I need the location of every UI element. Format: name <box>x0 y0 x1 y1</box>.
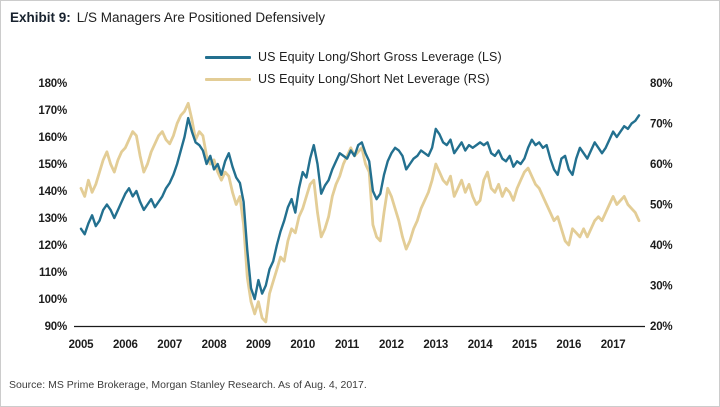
figure-title-row: Exhibit 9: L/S Managers Are Positioned De… <box>10 10 325 25</box>
legend-label-net: US Equity Long/Short Net Leverage (RS) <box>258 72 490 86</box>
x-axis-year-tick: 2016 <box>556 339 581 351</box>
y-axis-right-tick: 20% <box>650 321 672 333</box>
y-axis-right-tick: 40% <box>650 240 672 252</box>
y-axis-left-tick: 120% <box>38 240 67 252</box>
y-axis-left-tick: 90% <box>45 321 67 333</box>
y-axis-right-tick: 50% <box>650 200 672 212</box>
x-axis-year-tick: 2012 <box>379 339 404 351</box>
y-axis-right-tick: 80% <box>650 78 672 90</box>
y-axis-left-tick: 150% <box>38 159 67 171</box>
y-axis-left-tick: 160% <box>38 132 67 144</box>
exhibit-label: Exhibit 9: <box>10 10 71 25</box>
legend-label-gross: US Equity Long/Short Gross Leverage (LS) <box>258 50 502 64</box>
legend-item-net: US Equity Long/Short Net Leverage (RS) <box>205 68 502 90</box>
x-axis-year-tick: 2007 <box>157 339 182 351</box>
y-axis-left-tick: 170% <box>38 105 67 117</box>
y-axis-left-tick: 140% <box>38 186 67 198</box>
net-leverage-line-swatch <box>205 77 251 81</box>
page-title: L/S Managers Are Positioned Defensively <box>76 10 326 25</box>
x-axis-year-tick: 2005 <box>69 339 95 351</box>
y-axis-right-tick: 30% <box>650 281 672 293</box>
x-axis-year-tick: 2015 <box>512 339 538 351</box>
gross-leverage-line <box>79 114 641 301</box>
net-leverage-line <box>79 101 641 324</box>
x-axis-year-tick: 2010 <box>290 339 315 351</box>
source-note: Source: MS Prime Brokerage, Morgan Stanl… <box>9 379 367 391</box>
x-axis-year-tick: 2006 <box>113 339 138 351</box>
chart-legend: US Equity Long/Short Gross Leverage (LS)… <box>205 46 502 90</box>
x-axis-year-tick: 2008 <box>202 339 228 351</box>
gross-leverage-line-swatch <box>205 55 251 59</box>
y-axis-right-tick: 70% <box>650 119 672 131</box>
x-axis-year-tick: 2013 <box>423 339 448 351</box>
y-axis-left-tick: 130% <box>38 213 67 225</box>
y-axis-right-tick: 60% <box>650 159 672 171</box>
x-axis-year-tick: 2017 <box>601 339 626 351</box>
x-axis-year-tick: 2009 <box>246 339 271 351</box>
y-axis-left-tick: 100% <box>38 294 67 306</box>
x-axis-year-tick: 2011 <box>335 339 360 351</box>
legend-item-gross: US Equity Long/Short Gross Leverage (LS) <box>205 46 502 68</box>
y-axis-left-tick: 180% <box>38 78 67 90</box>
y-axis-left-tick: 110% <box>39 267 67 279</box>
x-axis-year-tick: 2014 <box>468 339 494 351</box>
